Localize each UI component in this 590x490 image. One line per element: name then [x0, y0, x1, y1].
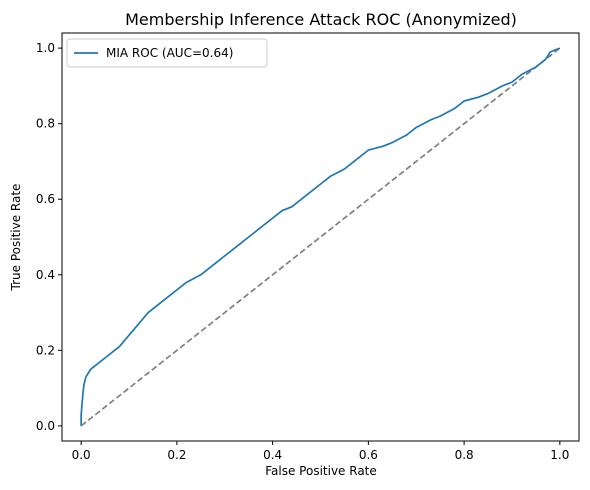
x-tick-label: 0.6 [359, 448, 378, 462]
roc-curve-line [80, 47, 561, 426]
plot-area [80, 47, 561, 427]
x-tick-label: 1.0 [550, 448, 569, 462]
y-tick-label: 0.2 [36, 343, 55, 357]
x-axis-ticks: 0.0 0.2 0.4 0.6 0.8 1.0 [72, 441, 569, 462]
y-tick-label: 0.0 [36, 419, 55, 433]
y-tick-label: 0.6 [36, 192, 55, 206]
legend-label: MIA ROC (AUC=0.64) [106, 46, 233, 60]
legend-box [66, 38, 268, 68]
x-axis-label: False Positive Rate [265, 464, 377, 478]
x-tick-label: 0.2 [167, 448, 186, 462]
y-tick-label: 0.4 [36, 268, 55, 282]
legend: MIA ROC (AUC=0.64) [66, 38, 268, 68]
y-axis-label: True Positive Rate [9, 184, 23, 292]
y-tick-label: 0.8 [36, 117, 55, 131]
chance-diagonal-line [80, 47, 561, 427]
x-tick-label: 0.8 [455, 448, 474, 462]
x-tick-label: 0.4 [263, 448, 282, 462]
y-tick-label: 1.0 [36, 41, 55, 55]
y-axis-ticks: 0.0 0.2 0.4 0.6 0.8 1.0 [36, 41, 62, 433]
chart-title: Membership Inference Attack ROC (Anonymi… [125, 10, 517, 29]
x-tick-label: 0.0 [72, 448, 91, 462]
plot-frame [61, 32, 580, 442]
